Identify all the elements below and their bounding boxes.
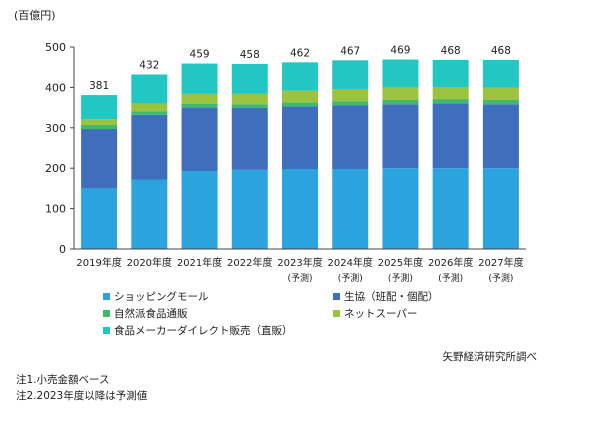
bar-segment-5-2027年度 xyxy=(482,59,519,88)
bar-segment-1-2020年度 xyxy=(131,179,168,249)
bar-segment-1-2022年度 xyxy=(231,169,268,249)
bar-segment-5-2026年度 xyxy=(432,59,469,87)
bars xyxy=(81,59,519,249)
bar-segment-5-2025年度 xyxy=(382,59,419,88)
x-tick-label: 2026年度 xyxy=(428,256,473,269)
legend: ショッピングモール 生協（班配・個配） 自然派食品通販 ネットスーパー食品メーカーダイ… xyxy=(103,290,439,337)
bar-segment-3-2027年度 xyxy=(482,99,519,105)
bar-segment-4-2026年度 xyxy=(432,86,469,100)
bar-segment-3-2019年度 xyxy=(81,124,118,130)
y-tick-label: 200 xyxy=(45,162,66,175)
total-label: 469 xyxy=(390,45,410,57)
y-tick-label: 100 xyxy=(45,203,66,216)
x-tick-sublabel: (予測) xyxy=(488,272,513,284)
total-label: 458 xyxy=(240,49,260,61)
legend-swatch-1 xyxy=(103,293,110,300)
x-tick-label: 2027年度 xyxy=(478,256,523,269)
bar-segment-2-2027年度 xyxy=(482,104,519,169)
x-tick-label: 2023年度 xyxy=(277,256,322,269)
legend-swatch-4 xyxy=(333,310,340,317)
source-note: 矢野経済研究所調べ xyxy=(443,350,538,363)
x-tick-sublabel: (予測) xyxy=(287,272,312,284)
bar-segment-1-2023年度 xyxy=(282,169,318,249)
bar-segment-2-2019年度 xyxy=(81,129,118,189)
total-labels: 381 432 459 458 462 467 469 468 468 xyxy=(89,45,511,93)
legend-label-4: ネットスーパー xyxy=(344,308,417,320)
y-axis: 0 100 200 300 400 500 xyxy=(45,41,75,256)
y-tick-label: 0 xyxy=(59,243,66,256)
legend-label-3: 自然派食品通販 xyxy=(114,307,188,320)
bar-segment-4-2020年度 xyxy=(131,103,168,112)
bar-segment-1-2019年度 xyxy=(81,188,118,249)
y-tick-label: 400 xyxy=(45,81,66,94)
bar-segment-2-2020年度 xyxy=(131,114,168,180)
bar-segment-1-2024年度 xyxy=(332,169,369,249)
bar-segment-4-2019年度 xyxy=(81,119,118,125)
total-label: 468 xyxy=(491,45,511,57)
bar-segment-4-2023年度 xyxy=(282,90,318,103)
y-tick-label: 300 xyxy=(45,122,66,135)
total-label: 381 xyxy=(89,80,109,92)
note-2: 注2.2023年度以降は予測値 xyxy=(16,389,148,402)
x-tick-sublabel: (予測) xyxy=(438,272,463,284)
bar-segment-5-2023年度 xyxy=(282,62,318,91)
x-tick-label: 2022年度 xyxy=(227,256,272,269)
x-axis: 2019年度 2020年度 2021年度 2022年度 2023年度 (予測) 2024年度… xyxy=(74,248,526,284)
bar-segment-5-2022年度 xyxy=(231,63,268,94)
bar-segment-1-2021年度 xyxy=(181,171,218,249)
bar-segment-3-2021年度 xyxy=(181,103,218,108)
bar-segment-3-2024年度 xyxy=(332,101,369,106)
legend-swatch-3 xyxy=(103,310,110,317)
note-1: 注1.小売金額ベース xyxy=(16,373,110,386)
bar-segment-5-2019年度 xyxy=(81,95,118,120)
legend-swatch-5 xyxy=(103,327,110,334)
bar-segment-4-2022年度 xyxy=(231,93,268,105)
total-label: 467 xyxy=(340,45,360,57)
bar-segment-2-2021年度 xyxy=(181,107,218,172)
legend-label-5: 食品メーカーダイレクト販売（直販） xyxy=(114,324,293,337)
legend-label-2: 生協（班配・個配） xyxy=(344,290,439,303)
x-tick-label: 2019年度 xyxy=(76,256,121,269)
bar-segment-1-2025年度 xyxy=(382,168,419,249)
bar-segment-3-2020年度 xyxy=(131,111,168,115)
bar-segment-4-2027年度 xyxy=(482,87,519,100)
bar-segment-5-2020年度 xyxy=(131,74,168,104)
x-tick-label: 2020年度 xyxy=(127,256,172,269)
bar-segment-4-2025年度 xyxy=(382,87,419,100)
bar-segment-4-2024年度 xyxy=(332,89,369,102)
x-tick-label: 2021年度 xyxy=(177,256,222,269)
bar-segment-2-2025年度 xyxy=(382,104,419,169)
bar-segment-4-2021年度 xyxy=(181,93,218,104)
bar-segment-2-2022年度 xyxy=(231,108,268,170)
legend-label-1: ショッピングモール xyxy=(114,290,209,303)
unit-label: (百億円) xyxy=(14,9,56,22)
y-tick-label: 500 xyxy=(45,41,66,54)
bar-segment-3-2023年度 xyxy=(282,102,318,107)
total-label: 432 xyxy=(139,59,159,71)
total-label: 462 xyxy=(290,47,310,59)
bar-segment-2-2023年度 xyxy=(282,106,318,170)
x-tick-sublabel: (予測) xyxy=(388,272,413,284)
bar-segment-3-2022年度 xyxy=(231,104,268,109)
bar-segment-1-2027年度 xyxy=(482,168,519,249)
total-label: 468 xyxy=(441,45,461,57)
x-tick-label: 2025年度 xyxy=(378,256,423,269)
bar-segment-1-2026年度 xyxy=(432,168,469,249)
bar-segment-3-2026年度 xyxy=(432,99,469,104)
total-label: 459 xyxy=(190,49,210,61)
bar-segment-3-2025年度 xyxy=(382,99,419,105)
x-tick-sublabel: (予測) xyxy=(338,272,363,284)
bar-segment-5-2021年度 xyxy=(181,63,218,94)
bar-segment-5-2024年度 xyxy=(332,60,369,90)
bar-segment-2-2024年度 xyxy=(332,105,369,170)
bar-segment-2-2026年度 xyxy=(432,103,469,169)
x-tick-label: 2024年度 xyxy=(327,256,372,269)
legend-swatch-2 xyxy=(333,293,340,300)
